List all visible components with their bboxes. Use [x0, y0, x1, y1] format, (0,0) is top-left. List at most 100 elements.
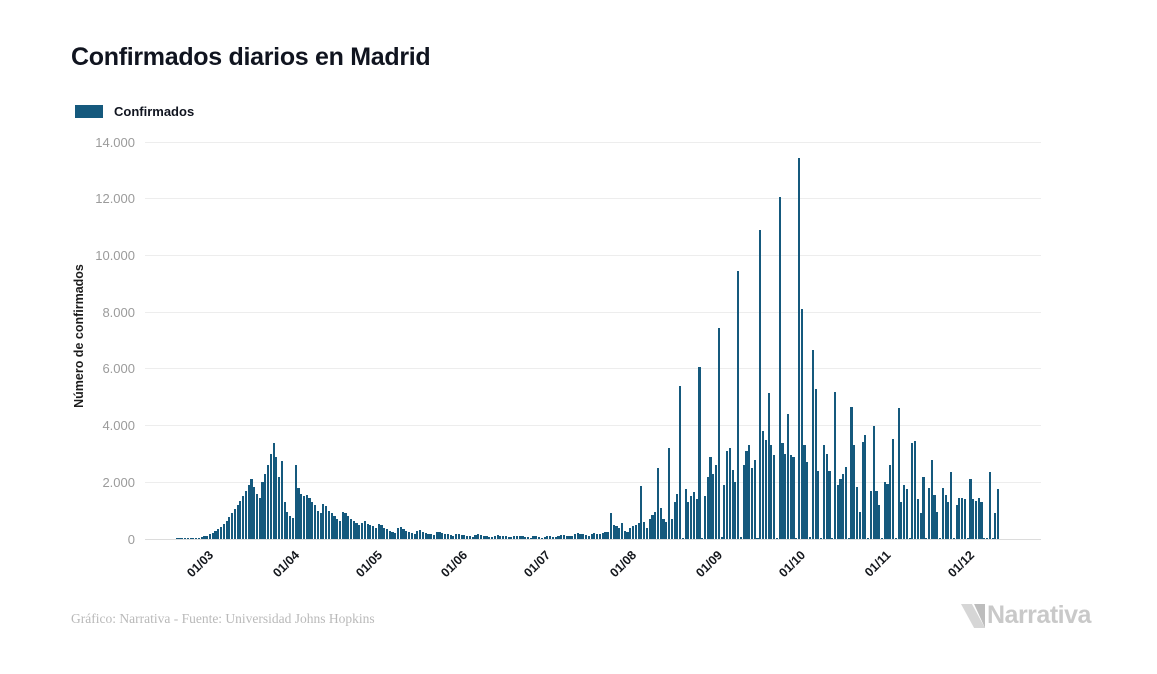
bar: [903, 485, 906, 539]
bar: [513, 536, 516, 539]
bar: [997, 489, 1000, 539]
bar: [670, 519, 673, 539]
bar: [435, 532, 438, 539]
bar: [833, 391, 837, 539]
bar: [789, 455, 792, 539]
bar: [258, 497, 261, 539]
bar: [731, 469, 734, 539]
bar: [651, 514, 654, 539]
bar: [889, 465, 892, 539]
bar: [737, 271, 740, 539]
bar: [811, 350, 814, 539]
bar: [300, 493, 303, 539]
bar: [405, 531, 408, 539]
footer-credit: Gráfico: Narrativa - Fuente: Universidad…: [71, 611, 375, 626]
bar: [856, 486, 859, 539]
bar: [537, 537, 541, 539]
bar: [214, 531, 217, 539]
bar: [316, 510, 319, 539]
bar: [554, 537, 557, 539]
bar: [562, 535, 566, 539]
bar: [632, 526, 635, 539]
bar: [195, 538, 198, 539]
bar: [875, 490, 878, 539]
bar: [441, 533, 444, 539]
bar: [175, 538, 178, 539]
bar: [969, 479, 972, 539]
bar: [634, 524, 637, 539]
bar: [891, 438, 895, 539]
bar: [908, 537, 911, 539]
bar: [250, 479, 253, 539]
bar: [767, 392, 770, 539]
bar: [905, 489, 908, 539]
bar: [695, 499, 698, 539]
bar: [333, 516, 336, 539]
bar: [477, 534, 480, 539]
bar: [225, 520, 228, 539]
bar: [504, 536, 507, 539]
bar: [515, 535, 519, 539]
bar: [452, 535, 455, 539]
bar: [656, 468, 660, 539]
bar: [839, 479, 842, 539]
bar: [358, 524, 361, 539]
bar: [424, 532, 427, 539]
bar: [712, 473, 715, 539]
bar: [244, 490, 248, 539]
legend-label-confirmados: Confirmados: [114, 104, 195, 119]
bar: [222, 524, 225, 539]
page-title: Confirmados diarios en Madrid: [71, 43, 431, 71]
bar: [319, 513, 322, 539]
bar: [698, 367, 701, 539]
bar: [297, 487, 300, 539]
bar: [546, 536, 549, 539]
bar: [322, 503, 325, 539]
bar: [936, 512, 939, 539]
bar: [867, 538, 870, 539]
bar: [748, 445, 751, 539]
bar: [809, 537, 812, 539]
bar: [427, 533, 430, 539]
bar: [283, 502, 286, 539]
bar: [836, 485, 839, 539]
bar: [806, 462, 809, 539]
bar: [944, 495, 947, 539]
x-tick-label-text: 01/06: [438, 548, 471, 581]
bar: [681, 537, 684, 539]
bar: [709, 456, 712, 539]
bar: [773, 455, 776, 539]
y-tick-label: 12.000: [95, 191, 135, 207]
bar: [676, 493, 679, 539]
gridline: [145, 368, 1041, 370]
bar: [294, 465, 297, 539]
bar: [739, 537, 743, 539]
bar: [341, 512, 344, 539]
bar: [192, 538, 195, 539]
bar: [181, 538, 184, 539]
bar: [419, 529, 422, 539]
bar: [955, 504, 958, 539]
bar: [618, 528, 621, 539]
bar: [914, 441, 917, 539]
x-tick-label-text: 01/10: [775, 548, 809, 581]
bar: [385, 529, 389, 539]
bar: [247, 485, 250, 539]
bar: [966, 537, 969, 539]
bar: [701, 537, 704, 539]
bar: [327, 510, 330, 539]
bar: [684, 489, 687, 539]
bar: [883, 482, 886, 539]
bar: [687, 502, 690, 539]
bar: [596, 533, 599, 539]
bar: [886, 483, 889, 539]
narrativa-logo-text: Narrativa: [987, 601, 1091, 629]
bar: [930, 459, 933, 539]
bar: [629, 527, 632, 539]
bar: [770, 445, 773, 539]
bar: [269, 453, 272, 539]
bar: [228, 517, 231, 539]
bar: [723, 485, 726, 539]
bar: [828, 470, 831, 539]
bar: [726, 451, 729, 539]
